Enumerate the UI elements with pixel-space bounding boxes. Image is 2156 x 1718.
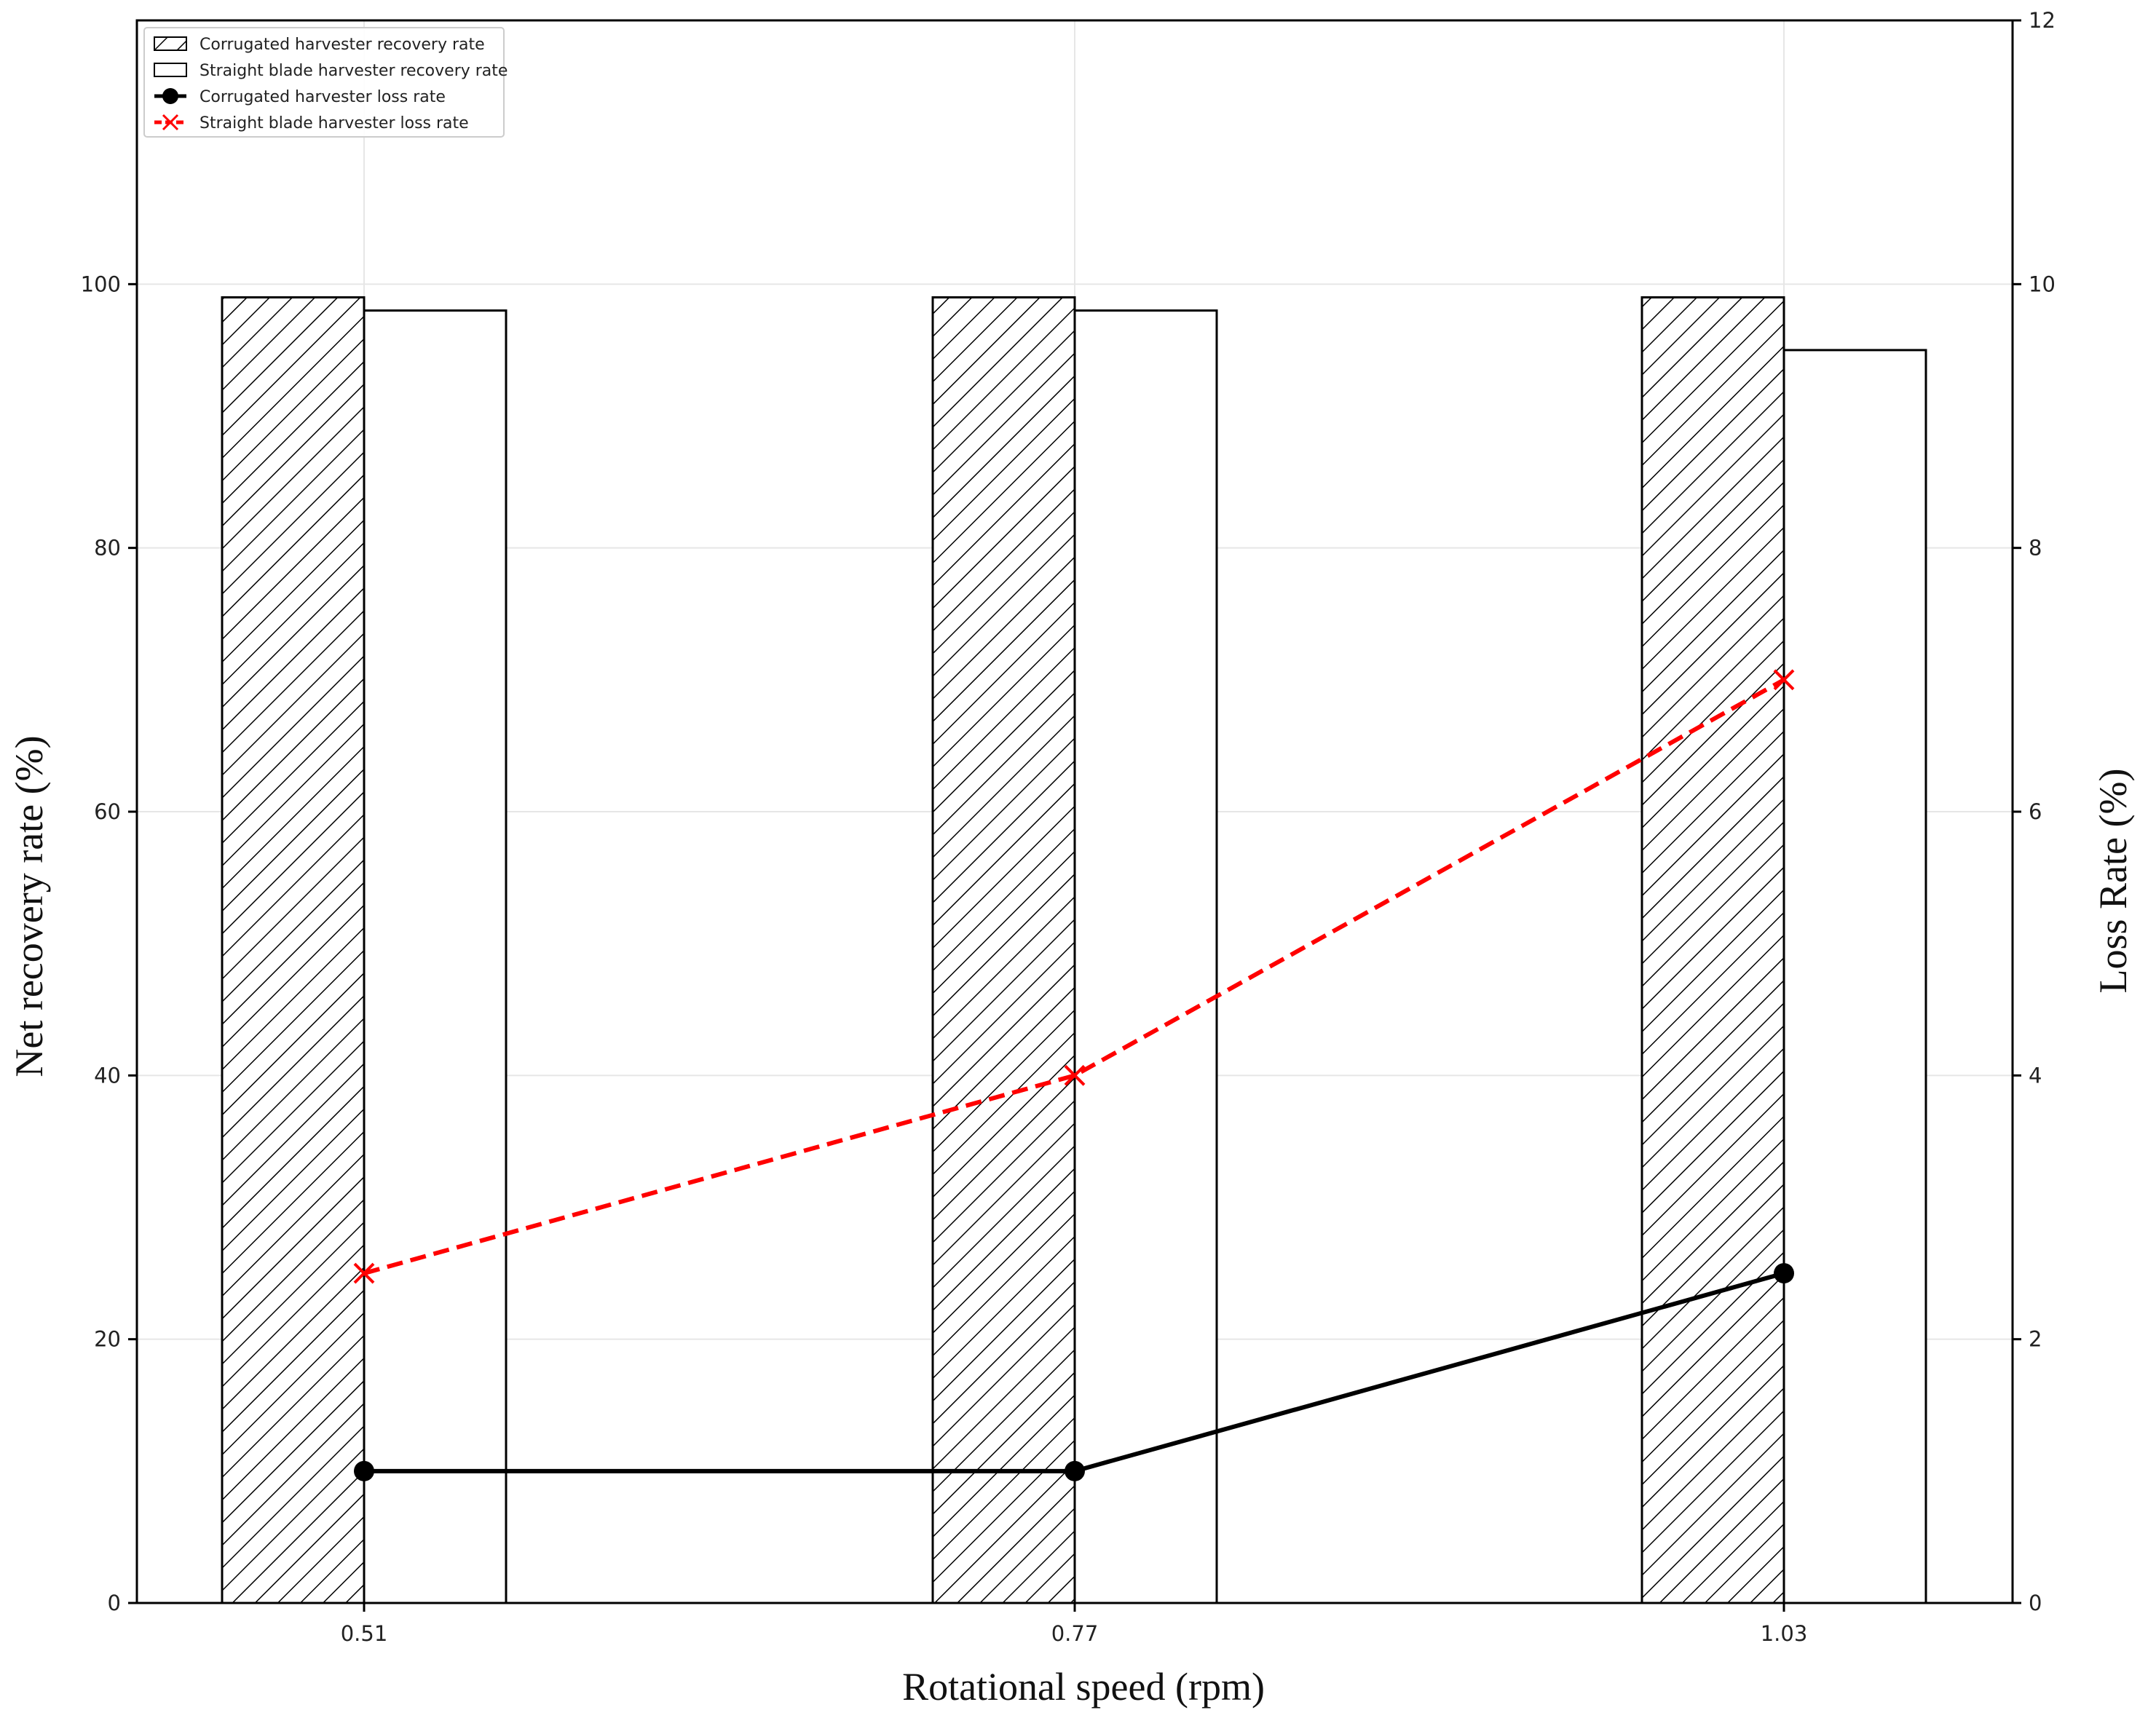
y2-tick-label: 4 xyxy=(2029,1063,2042,1088)
corrugated-loss-point xyxy=(1774,1263,1794,1284)
corrugated-loss-point xyxy=(1065,1460,1085,1481)
y2-tick-label: 8 xyxy=(2029,536,2042,561)
straight-blade-recovery-bar xyxy=(363,309,508,1604)
y2-tick-label: 0 xyxy=(2029,1591,2042,1615)
legend-marker xyxy=(162,88,178,104)
legend-box xyxy=(143,27,505,138)
y-tick-label: 0 xyxy=(108,1591,121,1615)
corrugated-recovery-bar xyxy=(931,296,1076,1604)
y-axis-title: Net recovery rate (%) xyxy=(7,735,51,1077)
straight-blade-loss-line xyxy=(363,678,1785,1275)
y2-tick-label: 12 xyxy=(2029,8,2056,33)
legend-label: Corrugated harvester recovery rate xyxy=(200,36,485,54)
x-axis-title: Rotational speed (rpm) xyxy=(902,1665,1265,1709)
y2-tick-label: 6 xyxy=(2029,799,2042,824)
straight-blade-loss-point xyxy=(1064,1064,1086,1086)
y-tick-label: 80 xyxy=(94,536,121,561)
legend-swatch xyxy=(154,63,187,77)
legend-label: Straight blade harvester loss rate xyxy=(200,114,469,132)
y-tick-label: 60 xyxy=(94,799,121,824)
x-tick-label: 0.77 xyxy=(1051,1621,1099,1646)
y-tick-label: 20 xyxy=(94,1327,121,1352)
corrugated-loss-point xyxy=(354,1460,374,1481)
bars xyxy=(221,296,1927,1604)
straight-blade-recovery-bar xyxy=(1782,349,1927,1604)
x-tick-label: 1.03 xyxy=(1761,1621,1808,1646)
corrugated-recovery-bar xyxy=(1640,296,1785,1604)
legend-marker xyxy=(162,114,179,131)
y2-tick-label: 10 xyxy=(2029,272,2056,296)
y2-tick-label: 2 xyxy=(2029,1327,2042,1352)
straight-blade-loss-point xyxy=(1773,669,1795,691)
legend: Corrugated harvester recovery rate Straig… xyxy=(143,27,508,138)
y-tick-label: 40 xyxy=(94,1063,121,1088)
straight-blade-loss-point xyxy=(353,1262,375,1284)
y2-axis-title: Loss Rate (%) xyxy=(2091,769,2135,994)
legend-label: Corrugated harvester loss rate xyxy=(200,88,446,106)
legend-swatch xyxy=(154,36,187,51)
axes: 0 20 40 60 80 100 0 2 4 6 8 10 12 0.51 0.77 1.03 xyxy=(81,8,2056,1646)
x-tick-label: 0.51 xyxy=(341,1621,388,1646)
straight-blade-recovery-bar xyxy=(1073,309,1218,1604)
corrugated-recovery-bar xyxy=(221,296,366,1604)
y-tick-label: 100 xyxy=(81,272,121,296)
legend-label: Straight blade harvester recovery rate xyxy=(200,62,508,80)
loss-lines xyxy=(353,669,1795,1481)
